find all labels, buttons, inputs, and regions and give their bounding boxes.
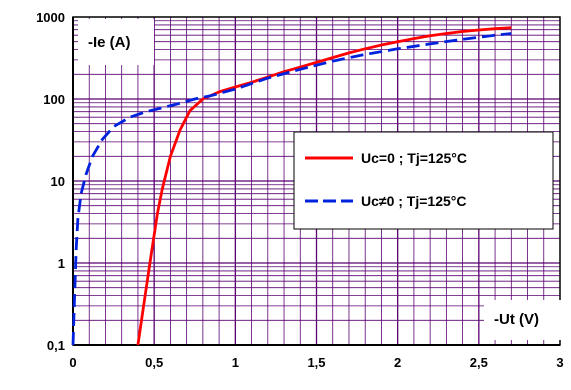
x-tick-label: 3 <box>556 355 563 370</box>
x-axis-label-backdrop <box>484 300 564 340</box>
plot-frame <box>72 16 561 346</box>
y-tick-label: 1 <box>58 256 65 271</box>
x-tick-label: 1 <box>232 355 239 370</box>
y-tick-label: 1000 <box>36 10 65 25</box>
legend: Uc=0 ; Tj=125°C Uc≠0 ; Tj=125°C <box>293 131 554 230</box>
y-axis-label-box: -Ie (A) <box>78 19 154 65</box>
legend-label-series-0: Uc=0 ; Tj=125°C <box>361 150 467 166</box>
series-layer <box>71 26 512 346</box>
x-tick-labels: 0 0,5 1 1,5 2 2,5 3 <box>69 355 563 370</box>
x-tick-label: 2,5 <box>470 355 488 370</box>
y-axis-label: -Ie (A) <box>88 34 131 51</box>
y-tick-label: 100 <box>43 92 65 107</box>
x-tick-label: 0 <box>69 355 76 370</box>
y-axis-label-backdrop <box>78 19 154 65</box>
series-line-0 <box>136 26 512 346</box>
x-tick-label: 1,5 <box>307 355 325 370</box>
x-axis-label-box: -Ut (V) <box>484 300 564 340</box>
legend-box <box>293 131 554 230</box>
y-tick-labels: 0,1 1 10 100 1000 <box>36 10 65 353</box>
y-tick-label: 0,1 <box>47 338 65 353</box>
x-tick-label: 2 <box>394 355 401 370</box>
y-tick-label: 10 <box>51 174 65 189</box>
legend-label-series-1: Uc≠0 ; Tj=125°C <box>361 193 467 209</box>
series-line-1 <box>71 32 512 346</box>
x-tick-label: 0,5 <box>145 355 163 370</box>
x-axis-label: -Ut (V) <box>494 311 539 328</box>
